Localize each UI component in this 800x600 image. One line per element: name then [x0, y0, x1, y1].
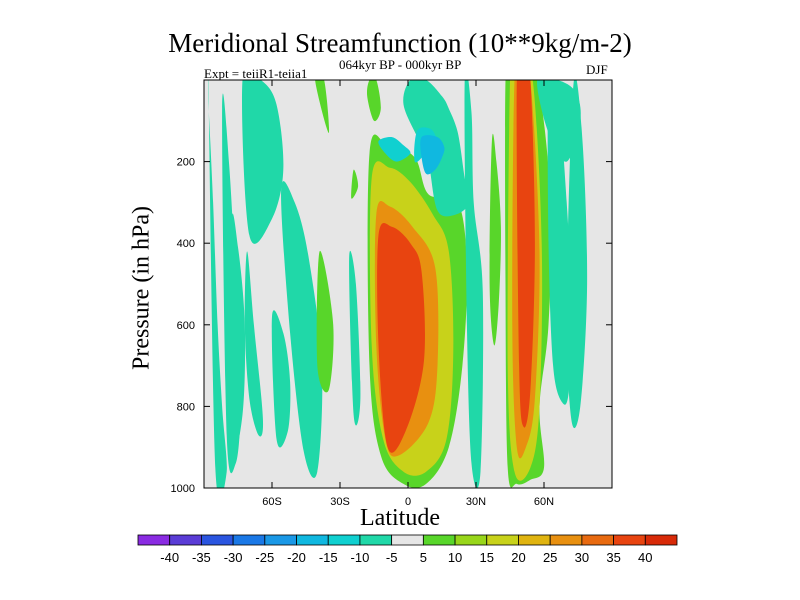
y-tick-label-2: 600: [177, 320, 195, 332]
contour-region-4: [242, 80, 284, 244]
x-tick-label-2: 0: [405, 496, 411, 508]
colorbar-swatch-2: [201, 534, 234, 546]
colorbar-label-4: -20: [287, 550, 306, 565]
contour-region-19: [367, 80, 381, 122]
contour-region-7: [316, 250, 334, 393]
colorbar-swatch-8: [391, 534, 424, 546]
colorbar-swatch-6: [327, 534, 361, 546]
contour-region-2: [230, 213, 246, 459]
contour-region-8: [349, 250, 361, 426]
colorbar-swatch-14: [581, 534, 614, 546]
colorbar-swatch-0: [137, 534, 171, 546]
colorbar-swatch-3: [232, 534, 266, 546]
chart-subtitle: 064kyr BP - 000kyr BP: [339, 57, 462, 72]
contour-region-9: [315, 80, 330, 133]
colorbar-swatch-16: [644, 534, 678, 546]
contour-region-17: [378, 136, 411, 162]
season-annotation: DJF: [586, 62, 608, 77]
colorbar-swatch-1: [169, 534, 202, 546]
x-tick-label-1: 30S: [330, 496, 350, 508]
contour-region-5: [271, 310, 291, 448]
x-tick-label-3: 30N: [466, 496, 486, 508]
colorbar: -40 -35 -30 -25 -20 -15 -10 -5 5 10 15 20 25 30 35 40: [137, 534, 678, 565]
colorbar-label-6: -10: [351, 550, 370, 565]
colorbar-label-2: -30: [224, 550, 243, 565]
x-tick-label-4: 60N: [534, 496, 554, 508]
y-axis-ticks: 200 400 600 800 1000: [171, 157, 612, 495]
colorbar-label-10: 15: [480, 550, 494, 565]
contour-region-10: [351, 169, 359, 199]
contour-region-28: [537, 80, 581, 162]
contour-region-27: [566, 80, 588, 429]
contour-region-14: [377, 223, 425, 453]
colorbar-label-3: -25: [255, 550, 274, 565]
x-axis-label: Latitude: [360, 505, 440, 531]
colorbar-label-13: 30: [575, 550, 589, 565]
colorbar-label-7: -5: [386, 550, 398, 565]
colorbar-label-11: 20: [511, 550, 525, 565]
colorbar-swatch-7: [359, 534, 393, 546]
contour-region-3: [244, 251, 264, 437]
contour-region-6: [281, 181, 323, 478]
y-tick-label-0: 200: [177, 157, 195, 169]
colorbar-swatch-5: [296, 534, 329, 546]
contour-region-26: [547, 80, 572, 405]
experiment-annotation: Expt = teiiR1-teiia1: [204, 66, 308, 81]
colorbar-label-12: 25: [543, 550, 557, 565]
colorbar-swatch-10: [454, 534, 488, 546]
y-tick-label-1: 400: [177, 238, 195, 250]
colorbar-label-9: 10: [448, 550, 462, 565]
y-tick-label-4: 1000: [171, 483, 195, 495]
colorbar-label-8: 5: [420, 550, 427, 565]
x-axis-ticks: 60S 30S 0 30N 60N: [262, 80, 554, 508]
colorbar-swatch-4: [264, 534, 297, 546]
contour-region-18: [420, 135, 445, 175]
contour-fields: [207, 80, 588, 488]
colorbar-label-15: 40: [638, 550, 652, 565]
colorbar-label-14: 35: [606, 550, 620, 565]
colorbar-label-0: -40: [160, 550, 179, 565]
contour-region-0: [207, 80, 227, 488]
y-tick-label-3: 800: [177, 401, 195, 413]
colorbar-swatch-11: [486, 534, 519, 546]
x-tick-label-0: 60S: [262, 496, 282, 508]
contour-region-21: [489, 133, 501, 346]
contour-region-20: [464, 80, 484, 488]
colorbar-swatch-15: [613, 534, 646, 546]
colorbar-label-1: -35: [192, 550, 211, 565]
colorbar-swatch-13: [549, 534, 583, 546]
colorbar-label-5: -15: [319, 550, 338, 565]
chart-title: Meridional Streamfunction (10**9kg/m-2): [168, 28, 632, 58]
colorbar-swatch-9: [422, 534, 456, 546]
contour-region-25: [516, 80, 535, 428]
colorbar-swatch-12: [518, 534, 551, 546]
